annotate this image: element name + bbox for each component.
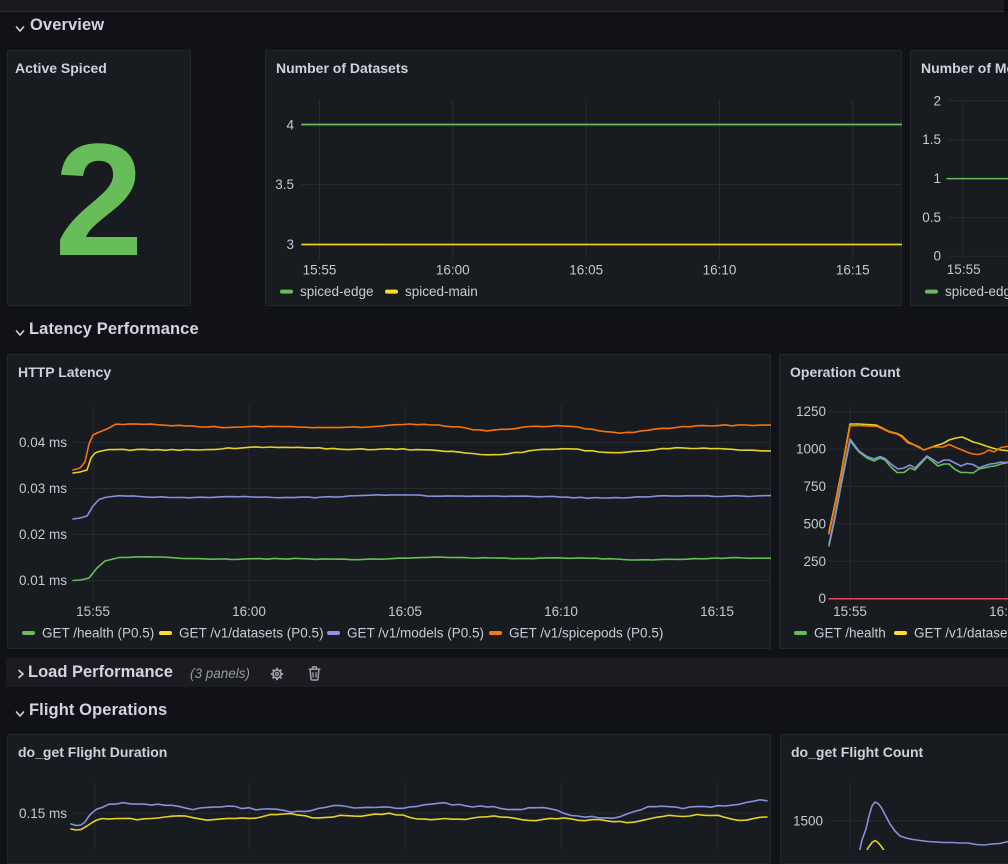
svg-text:0: 0 <box>933 249 941 264</box>
svg-text:500: 500 <box>803 516 826 531</box>
svg-text:1.5: 1.5 <box>922 132 941 147</box>
svg-text:0.5: 0.5 <box>922 210 941 225</box>
svg-text:0.15 ms: 0.15 ms <box>19 806 67 821</box>
svg-text:GET /v1/datasets: GET /v1/datasets <box>914 626 1008 641</box>
svg-text:0.02 ms: 0.02 ms <box>19 527 67 542</box>
svg-text:15:55: 15:55 <box>947 262 981 277</box>
svg-text:1000: 1000 <box>796 442 826 457</box>
svg-text:16:15: 16:15 <box>836 263 870 278</box>
svg-text:0.03 ms: 0.03 ms <box>19 481 67 496</box>
svg-text:16:10: 16:10 <box>703 263 737 278</box>
svg-text:2: 2 <box>933 93 941 108</box>
svg-text:15:55: 15:55 <box>303 263 337 278</box>
svg-text:GET /health (P0.5): GET /health (P0.5) <box>42 626 154 641</box>
svg-text:250: 250 <box>803 554 826 569</box>
svg-text:0.01 ms: 0.01 ms <box>19 573 67 588</box>
svg-text:0: 0 <box>818 591 826 606</box>
svg-text:spiced-edge: spiced-edge <box>945 284 1008 299</box>
svg-text:1250: 1250 <box>796 404 826 419</box>
svg-text:1: 1 <box>933 171 941 186</box>
svg-text:16:00: 16:00 <box>989 604 1008 619</box>
svg-text:15:55: 15:55 <box>76 604 110 619</box>
svg-text:750: 750 <box>803 479 826 494</box>
svg-text:spiced-edge: spiced-edge <box>300 284 374 299</box>
svg-text:16:05: 16:05 <box>569 263 603 278</box>
svg-text:GET /v1/models (P0.5): GET /v1/models (P0.5) <box>347 626 484 641</box>
svg-text:GET /v1/spicepods (P0.5): GET /v1/spicepods (P0.5) <box>509 626 663 641</box>
svg-text:3.5: 3.5 <box>275 177 294 192</box>
svg-text:1500: 1500 <box>793 813 823 828</box>
svg-text:GET /v1/datasets (P0.5): GET /v1/datasets (P0.5) <box>179 626 324 641</box>
svg-text:15:55: 15:55 <box>833 604 867 619</box>
svg-text:16:15: 16:15 <box>700 604 734 619</box>
svg-text:0.04 ms: 0.04 ms <box>19 435 67 450</box>
svg-text:16:00: 16:00 <box>436 263 470 278</box>
svg-text:16:00: 16:00 <box>232 604 266 619</box>
svg-text:3: 3 <box>286 237 294 252</box>
svg-text:GET /health: GET /health <box>814 626 886 641</box>
svg-text:4: 4 <box>286 118 294 133</box>
svg-text:16:05: 16:05 <box>388 604 422 619</box>
svg-text:spiced-main: spiced-main <box>405 284 478 299</box>
svg-text:16:10: 16:10 <box>544 604 578 619</box>
